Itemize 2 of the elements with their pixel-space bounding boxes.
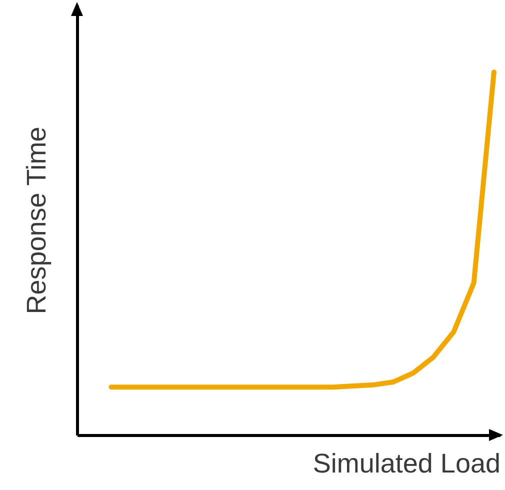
x-axis-title: Simulated Load bbox=[312, 448, 500, 478]
y-axis-title: Response Time bbox=[22, 126, 52, 314]
